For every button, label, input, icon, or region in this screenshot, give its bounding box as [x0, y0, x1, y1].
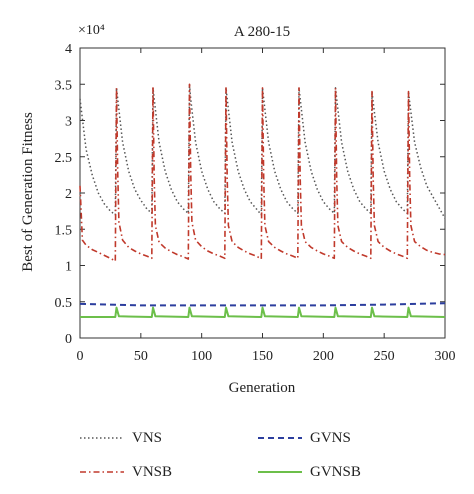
- y-tick-label-4: 2: [65, 187, 72, 202]
- y-tick-label-0: 0: [65, 332, 72, 347]
- y-axis-multiplier: ×10⁴: [78, 23, 105, 38]
- y-tick-label-5: 2.5: [55, 151, 73, 166]
- plot-area: 0 50 100 150 200 250 300 0 0.5 1 1.5 2 2.5 3 3.5 4: [55, 42, 456, 364]
- x-tick-label-1: 50: [134, 349, 148, 364]
- y-tick-label-3: 1.5: [55, 223, 73, 238]
- series-line-gvns: [79, 302, 446, 307]
- x-axis-title: Generation: [229, 380, 296, 396]
- series-line-gvnsb: [80, 306, 446, 318]
- x-tick-label-0: 0: [77, 349, 84, 364]
- series-line-vns: [79, 83, 446, 219]
- x-tick-label-3: 150: [252, 349, 273, 364]
- y-tick-label-2: 1: [65, 260, 72, 275]
- y-axis-title: Best of Generation Fitness: [20, 112, 36, 272]
- x-tick-label-5: 250: [374, 349, 395, 364]
- y-tick-label-8: 4: [65, 42, 72, 57]
- y-tick-label-6: 3: [65, 115, 72, 130]
- y-tick-label-1: 0.5: [55, 296, 73, 311]
- x-tick-label-6: 300: [435, 349, 456, 364]
- chart-title: A 280-15: [234, 24, 290, 40]
- series-line-vnsb: [79, 83, 446, 262]
- x-tick-label-4: 200: [313, 349, 334, 364]
- x-tick-label-2: 100: [191, 349, 212, 364]
- y-tick-label-7: 3.5: [55, 78, 73, 93]
